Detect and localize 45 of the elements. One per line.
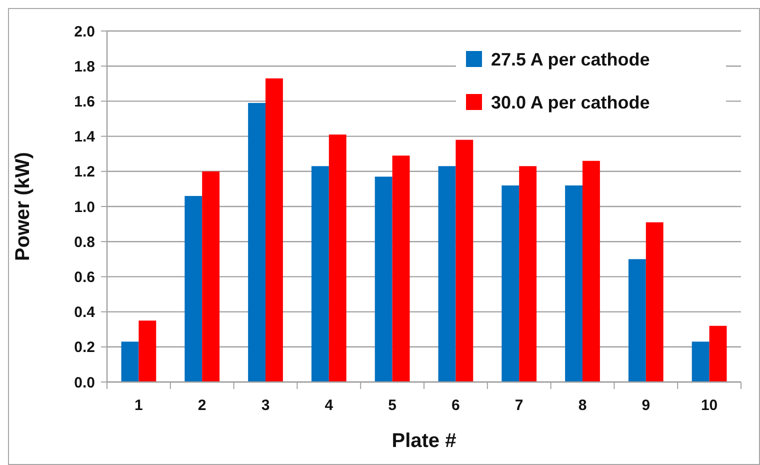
y-tick-label: 0.6 xyxy=(74,268,95,286)
x-tick-label: 8 xyxy=(578,397,587,414)
bar xyxy=(392,156,410,382)
legend-label: 30.0 A per cathode xyxy=(491,92,650,112)
bar xyxy=(121,342,139,382)
y-tick-label: 0.4 xyxy=(74,304,96,322)
y-tick-label: 1.4 xyxy=(74,128,96,146)
bar xyxy=(184,196,202,382)
x-axis-title: Plate # xyxy=(392,430,456,452)
bar xyxy=(646,222,664,382)
y-tick-label: 2.0 xyxy=(74,23,95,40)
bar xyxy=(709,326,727,382)
bar xyxy=(311,166,329,382)
bar xyxy=(582,160,600,382)
y-axis-title: Power (kW) xyxy=(12,152,34,261)
x-tick-label: 5 xyxy=(388,397,396,414)
bar xyxy=(374,176,392,382)
x-tick-label: 7 xyxy=(514,397,524,414)
bar xyxy=(266,78,283,382)
bar xyxy=(438,166,456,382)
x-tick-label: 6 xyxy=(452,397,460,414)
x-tick-label: 10 xyxy=(700,397,718,414)
bar xyxy=(519,166,537,382)
bar xyxy=(202,171,220,382)
x-tick-label: 4 xyxy=(324,397,334,414)
x-tick-label: 1 xyxy=(134,397,143,414)
y-tick-label: 0.8 xyxy=(74,234,95,251)
legend-label: 27.5 A per cathode xyxy=(491,49,650,70)
x-tick-label: 2 xyxy=(198,397,206,414)
y-tick-label: 0.2 xyxy=(74,339,95,356)
bar xyxy=(628,259,646,382)
y-tick-label: 1.8 xyxy=(74,58,95,76)
bar xyxy=(502,185,520,382)
bar xyxy=(248,102,266,382)
y-tick-label: 1.2 xyxy=(74,164,95,181)
x-tick-label: 9 xyxy=(642,397,650,414)
y-tick-label: 1.6 xyxy=(74,93,95,110)
bar xyxy=(456,140,474,382)
x-tick-label: 3 xyxy=(261,397,270,414)
bar xyxy=(565,185,582,382)
y-tick-label: 1.0 xyxy=(74,198,95,216)
y-tick-label: 0.0 xyxy=(74,374,95,392)
bar xyxy=(138,320,156,382)
bar xyxy=(692,342,710,382)
bar xyxy=(328,134,346,382)
